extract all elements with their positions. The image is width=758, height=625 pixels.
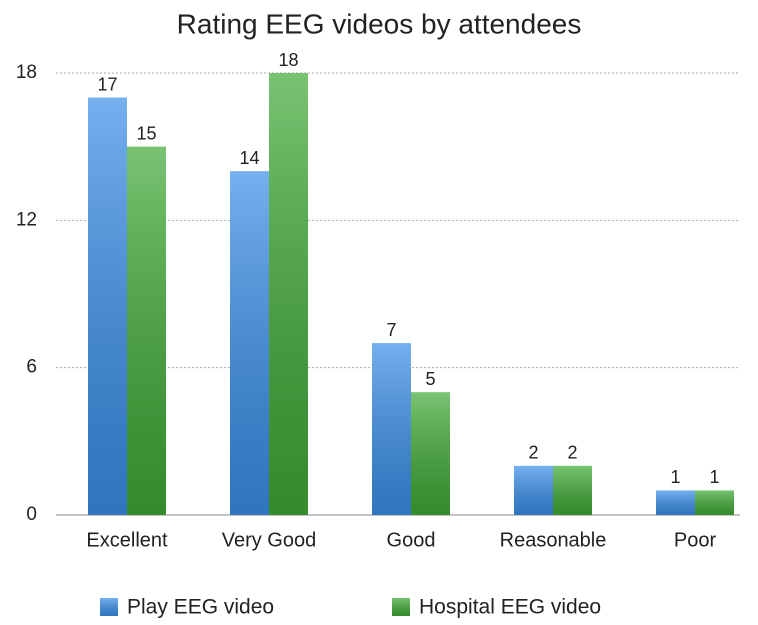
bar-shade [269, 73, 308, 515]
y-tick-label: 12 [16, 209, 37, 230]
value-label: 2 [528, 443, 538, 463]
value-label: 2 [567, 443, 577, 463]
chart-title: Rating EEG videos by attendees [177, 8, 582, 39]
bar-shade [230, 171, 269, 515]
bar-shade [695, 490, 734, 515]
y-tick-label: 0 [26, 504, 37, 525]
x-tick-label: Excellent [86, 529, 168, 551]
bar-shade [656, 490, 695, 515]
x-tick-label: Very Good [222, 529, 317, 551]
value-label: 17 [97, 74, 117, 94]
legend-swatch-shade [100, 598, 118, 616]
value-label: 1 [670, 467, 680, 487]
y-tick-label: 6 [26, 357, 37, 378]
x-tick-label: Reasonable [500, 529, 607, 551]
bar-shade [127, 146, 166, 515]
value-label: 18 [278, 50, 298, 70]
value-label: 15 [136, 123, 156, 143]
legend-label: Play EEG video [127, 596, 274, 619]
value-label: 14 [239, 148, 259, 168]
x-tick-label: Poor [674, 529, 717, 551]
legend-swatch-shade [392, 598, 410, 616]
value-label: 1 [709, 467, 719, 487]
bar-shade [88, 97, 127, 516]
legend-label: Hospital EEG video [419, 596, 601, 619]
bar-shade [411, 392, 450, 515]
bar-shade [553, 465, 592, 515]
y-tick-label: 18 [16, 62, 37, 83]
value-label: 5 [425, 369, 435, 389]
value-label: 7 [386, 320, 396, 340]
bar-shade [372, 343, 411, 515]
x-tick-label: Good [387, 529, 436, 551]
bar-shade [514, 465, 553, 515]
